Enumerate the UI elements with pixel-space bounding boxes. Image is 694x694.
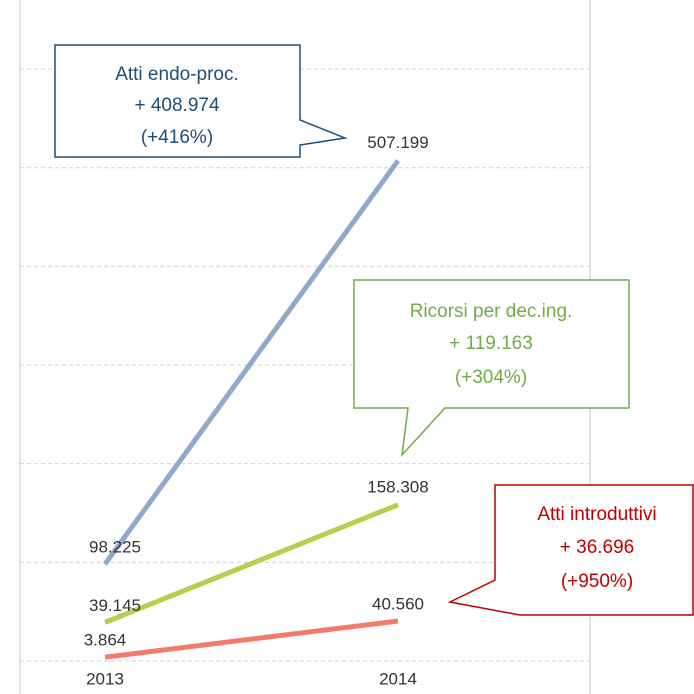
- callout-text: + 408.974: [134, 95, 219, 116]
- callout-text: (+304%): [455, 367, 527, 388]
- callout-text: (+950%): [561, 571, 633, 592]
- data-label: 40.560: [372, 594, 424, 613]
- callout: [353, 279, 630, 458]
- callout-text: Atti endo-proc.: [115, 64, 239, 85]
- series-line: [102, 159, 401, 566]
- callout-text: Atti introduttivi: [537, 504, 656, 525]
- series-line: [104, 618, 399, 660]
- x-tick-label: 2013: [86, 669, 124, 688]
- callout-text: + 36.696: [560, 537, 635, 558]
- data-label: 98.225: [89, 538, 141, 557]
- series-line: [104, 502, 399, 625]
- callout: [447, 484, 694, 616]
- data-label: 3.864: [84, 631, 127, 650]
- callout-text: + 119.163: [449, 333, 533, 354]
- callout-text: (+416%): [141, 127, 213, 148]
- data-label: 507.199: [367, 133, 428, 152]
- callout: [54, 44, 348, 158]
- data-label: 158.308: [367, 477, 428, 496]
- callout-text: Ricorsi per dec.ing.: [410, 301, 573, 322]
- x-tick-label: 2014: [379, 669, 417, 688]
- data-label: 39.145: [89, 596, 141, 615]
